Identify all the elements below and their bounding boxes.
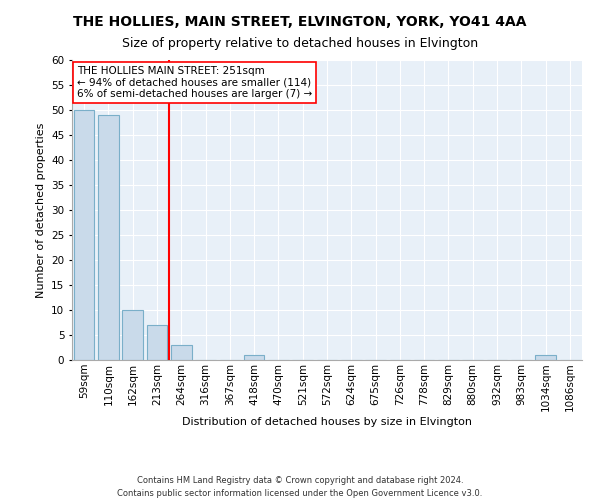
Text: THE HOLLIES, MAIN STREET, ELVINGTON, YORK, YO41 4AA: THE HOLLIES, MAIN STREET, ELVINGTON, YOR… [73, 15, 527, 29]
Bar [122, 310, 143, 360]
Bar [171, 345, 191, 360]
Bar [244, 355, 265, 360]
Text: Size of property relative to detached houses in Elvington: Size of property relative to detached ho… [122, 38, 478, 51]
Bar [98, 115, 119, 360]
Bar [146, 325, 167, 360]
Y-axis label: Number of detached properties: Number of detached properties [35, 122, 46, 298]
Text: Contains HM Land Registry data © Crown copyright and database right 2024.
Contai: Contains HM Land Registry data © Crown c… [118, 476, 482, 498]
Bar [74, 110, 94, 360]
Bar [535, 355, 556, 360]
X-axis label: Distribution of detached houses by size in Elvington: Distribution of detached houses by size … [182, 417, 472, 427]
Text: THE HOLLIES MAIN STREET: 251sqm
← 94% of detached houses are smaller (114)
6% of: THE HOLLIES MAIN STREET: 251sqm ← 94% of… [77, 66, 313, 99]
